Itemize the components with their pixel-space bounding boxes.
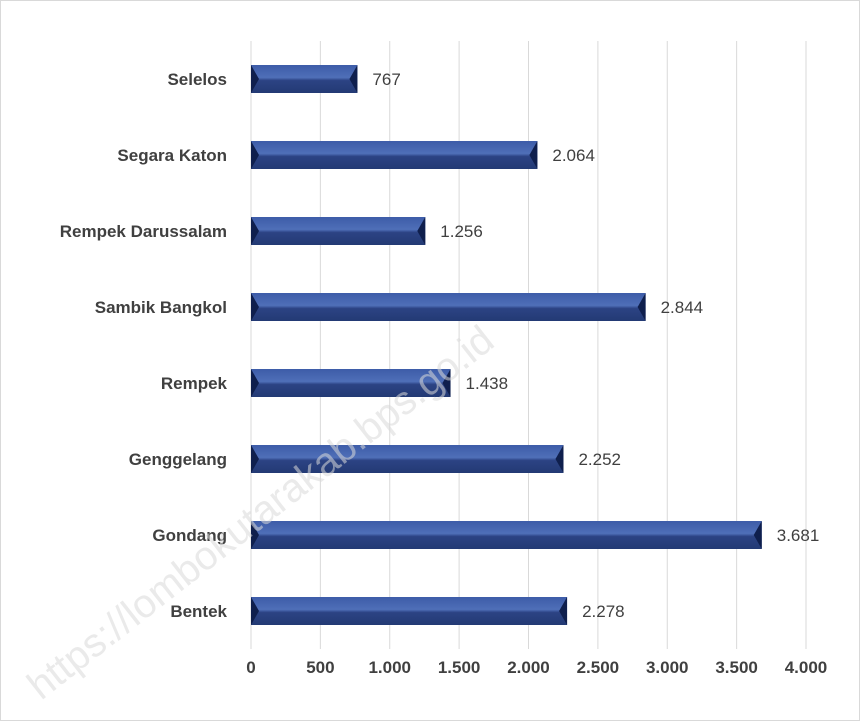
bar-cap-right	[559, 597, 568, 625]
gridlines	[250, 41, 807, 649]
bar-body	[251, 445, 564, 473]
x-tick-label: 3.500	[715, 658, 758, 677]
bar-cap-right	[753, 521, 762, 549]
data-label: 1.256	[440, 222, 483, 241]
bar	[251, 369, 451, 397]
data-label: 1.438	[466, 374, 509, 393]
bar-cap-right	[417, 217, 426, 245]
bar	[251, 217, 426, 245]
category-label: Sambik Bangkol	[95, 298, 227, 317]
category-label: Selelos	[167, 70, 227, 89]
data-label: 2.844	[661, 298, 704, 317]
x-tick-label: 2.000	[507, 658, 550, 677]
bar	[251, 445, 564, 473]
bar-cap-left	[251, 293, 259, 321]
bar	[251, 65, 358, 93]
data-label: 767	[372, 70, 400, 89]
bar-body	[251, 65, 358, 93]
x-tick-label: 4.000	[785, 658, 828, 677]
bar	[251, 521, 762, 549]
labels: 0 500 1.000 1.500 2.000 2.500 3.000 3.500 4.000 S…	[60, 70, 828, 677]
bars	[251, 65, 762, 625]
category-label: Gondang	[152, 526, 227, 545]
bar-cap-left	[251, 445, 259, 473]
bar-body	[251, 521, 762, 549]
bar-body	[251, 293, 646, 321]
bar-body	[251, 217, 426, 245]
bar-cap-right	[529, 141, 538, 169]
category-label: Rempek	[161, 374, 228, 393]
bar-cap-left	[251, 597, 259, 625]
bar	[251, 141, 538, 169]
bar-cap-right	[637, 293, 646, 321]
bar-body	[251, 597, 568, 625]
category-label: Rempek Darussalam	[60, 222, 227, 241]
bar-cap-left	[251, 217, 259, 245]
data-label: 2.064	[552, 146, 595, 165]
bar-body	[251, 369, 451, 397]
bar-cap-right	[555, 445, 564, 473]
x-tick-label: 3.000	[646, 658, 689, 677]
bar-cap-left	[251, 141, 259, 169]
x-tick-label: 0	[246, 658, 255, 677]
category-label: Genggelang	[129, 450, 227, 469]
data-label: 2.252	[578, 450, 621, 469]
bar-cap-right	[442, 369, 451, 397]
data-label: 2.278	[582, 602, 625, 621]
x-tick-label: 500	[306, 658, 334, 677]
category-label: Bentek	[170, 602, 227, 621]
x-tick-label: 1.000	[368, 658, 411, 677]
bar	[251, 597, 568, 625]
bar	[251, 293, 646, 321]
category-label: Segara Katon	[117, 146, 227, 165]
data-label: 3.681	[777, 526, 820, 545]
x-tick-label: 2.500	[577, 658, 620, 677]
x-tick-label: 1.500	[438, 658, 481, 677]
bar-cap-left	[251, 369, 259, 397]
bar-cap-left	[251, 65, 259, 93]
bar-cap-right	[349, 65, 358, 93]
bar-cap-left	[251, 521, 259, 549]
bar-body	[251, 141, 538, 169]
